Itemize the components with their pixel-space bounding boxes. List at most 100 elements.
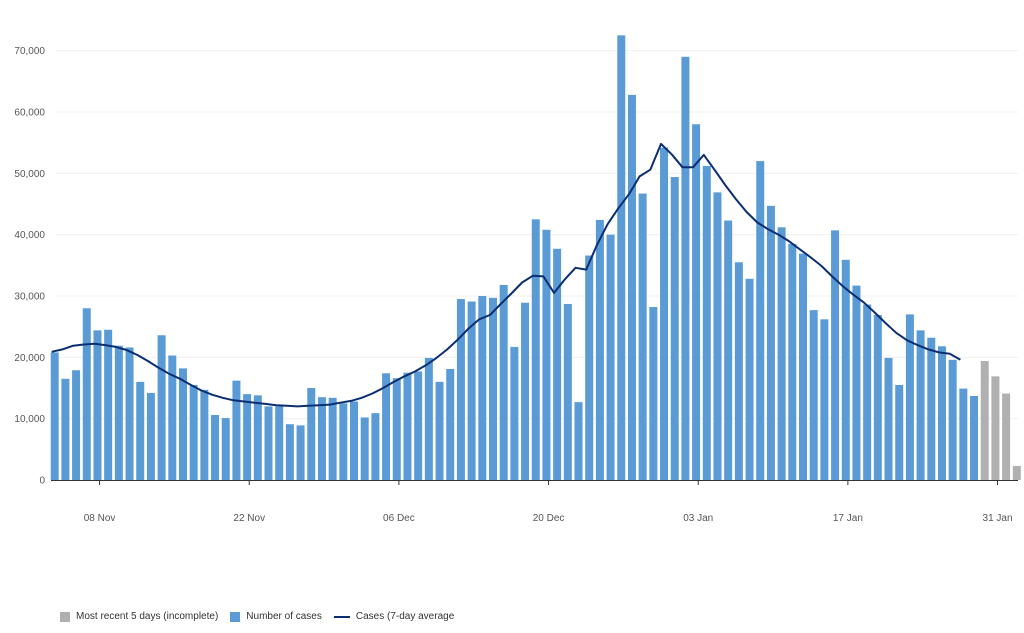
bar-cases[interactable] [456, 299, 465, 480]
bar-cases[interactable] [488, 297, 497, 480]
bar-cases[interactable] [916, 330, 925, 480]
bar-cases[interactable] [649, 307, 658, 480]
bar-cases[interactable] [275, 406, 284, 480]
bar-cases[interactable] [243, 394, 252, 480]
bar-cases[interactable] [724, 220, 733, 480]
bar-cases[interactable] [307, 388, 316, 480]
bar-cases[interactable] [253, 395, 262, 480]
bar-cases[interactable] [189, 384, 198, 480]
bar-cases[interactable] [627, 94, 636, 481]
bar-cases[interactable] [211, 414, 220, 480]
bar-cases[interactable] [424, 357, 433, 480]
bar-cases[interactable] [339, 403, 348, 480]
bar-cases[interactable] [136, 381, 145, 480]
bar-cases[interactable] [585, 255, 594, 480]
bar-cases[interactable] [61, 378, 70, 480]
bar-cases[interactable] [125, 347, 134, 480]
x-tick-label: 31 Jan [983, 513, 1013, 524]
bar-cases[interactable] [959, 388, 968, 480]
bar-cases[interactable] [82, 308, 91, 480]
bar-cases[interactable] [93, 330, 102, 480]
bar-cases[interactable] [467, 301, 476, 480]
bar-cases[interactable] [50, 352, 59, 480]
bar-cases[interactable] [809, 310, 818, 480]
bar-cases[interactable] [296, 425, 305, 480]
legend-item-cases[interactable]: Number of cases [230, 611, 322, 622]
bar-cases[interactable] [563, 303, 572, 480]
bar-cases[interactable] [360, 417, 369, 480]
bar-incomplete[interactable] [991, 376, 1000, 480]
average-line[interactable] [51, 142, 961, 408]
bar-cases[interactable] [403, 372, 412, 480]
x-tick-label: 22 Nov [233, 513, 265, 524]
bar-cases[interactable] [745, 278, 754, 480]
bar-cases[interactable] [499, 284, 508, 480]
bar-cases[interactable] [606, 234, 615, 480]
bar-cases[interactable] [168, 355, 177, 480]
bar-incomplete[interactable] [1002, 393, 1011, 480]
bar-incomplete[interactable] [980, 361, 989, 480]
bar-cases[interactable] [756, 161, 765, 481]
bar-cases[interactable] [574, 402, 583, 480]
bar-cases[interactable] [948, 359, 957, 480]
bar-cases[interactable] [553, 248, 562, 480]
bar-cases[interactable] [232, 380, 241, 480]
bar-cases[interactable] [382, 373, 391, 480]
bar-cases[interactable] [317, 397, 326, 480]
bar-cases[interactable] [766, 205, 775, 480]
bar-cases[interactable] [478, 296, 487, 480]
bar-cases[interactable] [670, 177, 679, 480]
bar-cases[interactable] [852, 285, 861, 480]
bar-cases[interactable] [264, 406, 273, 480]
bar-cases[interactable] [799, 253, 807, 480]
bar-cases[interactable] [660, 147, 669, 480]
legend-item-average[interactable]: Cases (7-day average [333, 611, 455, 622]
bar-cases[interactable] [157, 335, 166, 480]
bar-cases[interactable] [692, 124, 701, 481]
bar-cases[interactable] [905, 314, 914, 480]
legend-item-incomplete[interactable]: Most recent 5 days (incomplete) [60, 611, 218, 622]
bar-cases[interactable] [927, 337, 936, 480]
bar-cases[interactable] [104, 329, 113, 480]
bar-cases[interactable] [200, 389, 209, 480]
bar-cases[interactable] [895, 384, 904, 480]
bar-cases[interactable] [435, 381, 444, 480]
legend-label-cases: Number of cases [246, 611, 322, 622]
legend-label-average: Cases (7-day average [355, 611, 455, 622]
bar-cases[interactable] [72, 370, 81, 480]
bar-cases[interactable] [414, 371, 423, 480]
bar-cases[interactable] [777, 227, 786, 480]
y-tick-label: 60,000 [14, 108, 45, 119]
bar-cases[interactable] [531, 219, 540, 481]
bar-cases[interactable] [702, 165, 711, 480]
bar-cases[interactable] [178, 368, 187, 480]
bar-cases[interactable] [638, 193, 647, 480]
bar-cases[interactable] [595, 219, 604, 481]
bar-incomplete[interactable] [1012, 465, 1021, 480]
bar-cases[interactable] [831, 230, 840, 480]
bar-cases[interactable] [617, 35, 626, 480]
bar-cases[interactable] [350, 401, 359, 480]
bar-cases[interactable] [521, 302, 530, 480]
bar-cases[interactable] [873, 315, 882, 480]
bar-cases[interactable] [970, 395, 979, 480]
bar-cases[interactable] [863, 304, 872, 480]
bar-cases[interactable] [734, 262, 743, 480]
bar-cases[interactable] [820, 319, 829, 480]
bar-cases[interactable] [371, 413, 380, 480]
bar-cases[interactable] [937, 346, 946, 480]
bar-cases[interactable] [114, 345, 123, 480]
bar-cases[interactable] [788, 243, 797, 480]
bar-cases[interactable] [841, 259, 850, 480]
bar-cases[interactable] [510, 346, 519, 480]
bar-cases[interactable] [681, 56, 690, 481]
bar-cases[interactable] [285, 424, 294, 480]
bar-cases[interactable] [328, 397, 337, 480]
bar-cases[interactable] [713, 192, 722, 480]
bar-cases[interactable] [392, 378, 401, 480]
bar-cases[interactable] [146, 392, 155, 480]
bar-cases[interactable] [884, 357, 893, 480]
bar-cases[interactable] [542, 229, 551, 480]
bar-cases[interactable] [446, 368, 455, 480]
bar-cases[interactable] [221, 418, 230, 480]
